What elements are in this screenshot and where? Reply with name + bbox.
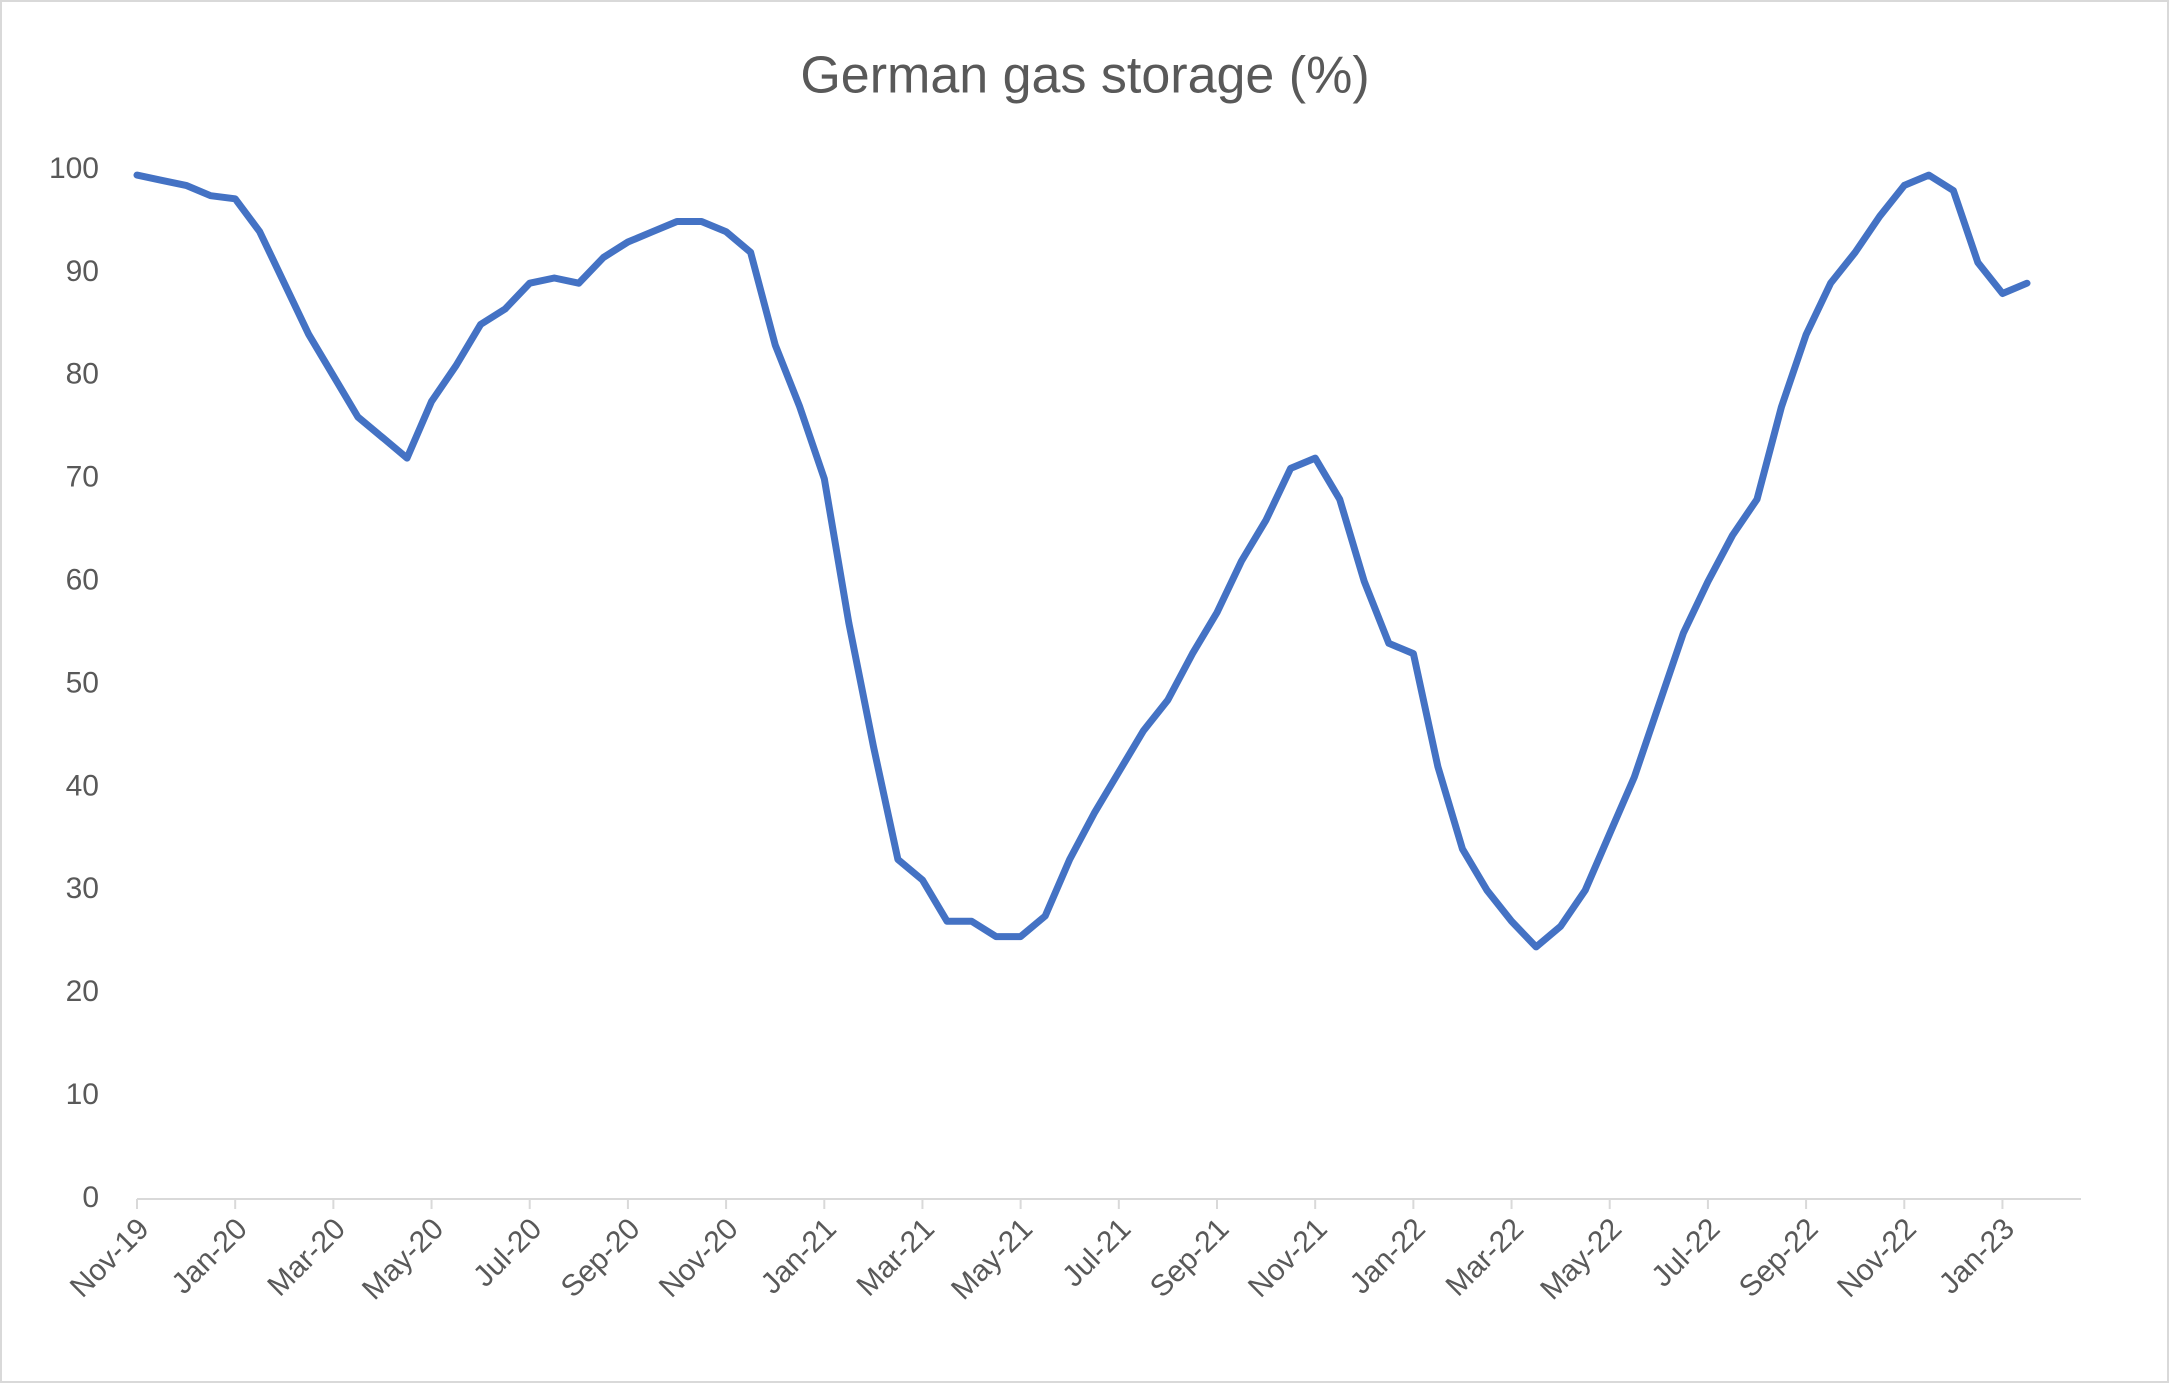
y-tick-label: 70 [66,461,99,494]
y-tick-label: 50 [66,666,99,699]
y-tick-label: 100 [49,152,99,185]
data-line [133,171,2031,951]
y-tick-label: 0 [82,1181,99,1214]
y-tick-label: 20 [66,975,99,1008]
y-tick-label: 80 [66,358,99,391]
y-tick-label: 30 [66,872,99,905]
y-tick-label: 40 [66,769,99,802]
chart-title: German gas storage (%) [800,47,1369,105]
y-tick-label: 90 [66,255,99,288]
y-tick-label: 60 [66,564,99,597]
y-tick-label: 10 [66,1078,99,1111]
